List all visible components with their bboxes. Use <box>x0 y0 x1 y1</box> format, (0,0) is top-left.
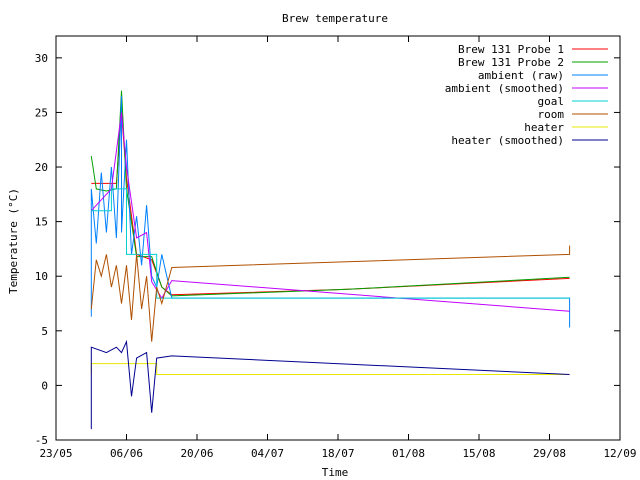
y-tick-label: 5 <box>41 325 48 338</box>
plot-frame <box>55 35 621 441</box>
x-axis-label: Time <box>322 466 349 479</box>
y-tick-label: 0 <box>41 379 48 392</box>
x-tick-label: 29/08 <box>533 447 566 460</box>
series-line-ambient-raw <box>90 96 571 328</box>
legend-label: heater (smoothed) <box>451 134 564 147</box>
y-tick-label: -5 <box>35 434 48 447</box>
series-line-brew-131-probe-2 <box>90 90 570 297</box>
legend-label: heater <box>524 121 564 134</box>
y-tick-label: 30 <box>35 52 48 65</box>
legend-label: room <box>538 108 565 121</box>
legend-label: ambient (smoothed) <box>445 82 564 95</box>
x-tick-label: 20/06 <box>180 447 213 460</box>
y-tick-label: 10 <box>35 270 48 283</box>
x-tick-label: 23/05 <box>39 447 72 460</box>
legend-label: Brew 131 Probe 2 <box>458 56 564 69</box>
plot-area: -5 0 5 10 15 20 25 30 23/05 06/06 20/06 04/07 18/07 0… <box>35 35 637 460</box>
x-tick-label: 15/08 <box>462 447 495 460</box>
x-tick-label: 04/07 <box>251 447 284 460</box>
legend-label: Brew 131 Probe 1 <box>458 43 564 56</box>
legend-label: ambient (raw) <box>478 69 564 82</box>
y-tick-label: 20 <box>35 161 48 174</box>
chart-title: Brew temperature <box>282 12 388 25</box>
x-tick-label: 06/06 <box>110 447 143 460</box>
y-axis-label: Temperature (°C) <box>7 188 20 294</box>
x-tick-label: 01/08 <box>392 447 425 460</box>
x-tick-label: 12/09 <box>603 447 636 460</box>
y-tick-label: 25 <box>35 106 48 119</box>
y-tick-label: 15 <box>35 216 48 229</box>
series-line-room <box>90 245 571 342</box>
legend-label: goal <box>538 95 565 108</box>
series-line-heater-smoothed <box>90 339 570 430</box>
x-tick-label: 18/07 <box>321 447 354 460</box>
series-line-heater <box>90 363 570 375</box>
